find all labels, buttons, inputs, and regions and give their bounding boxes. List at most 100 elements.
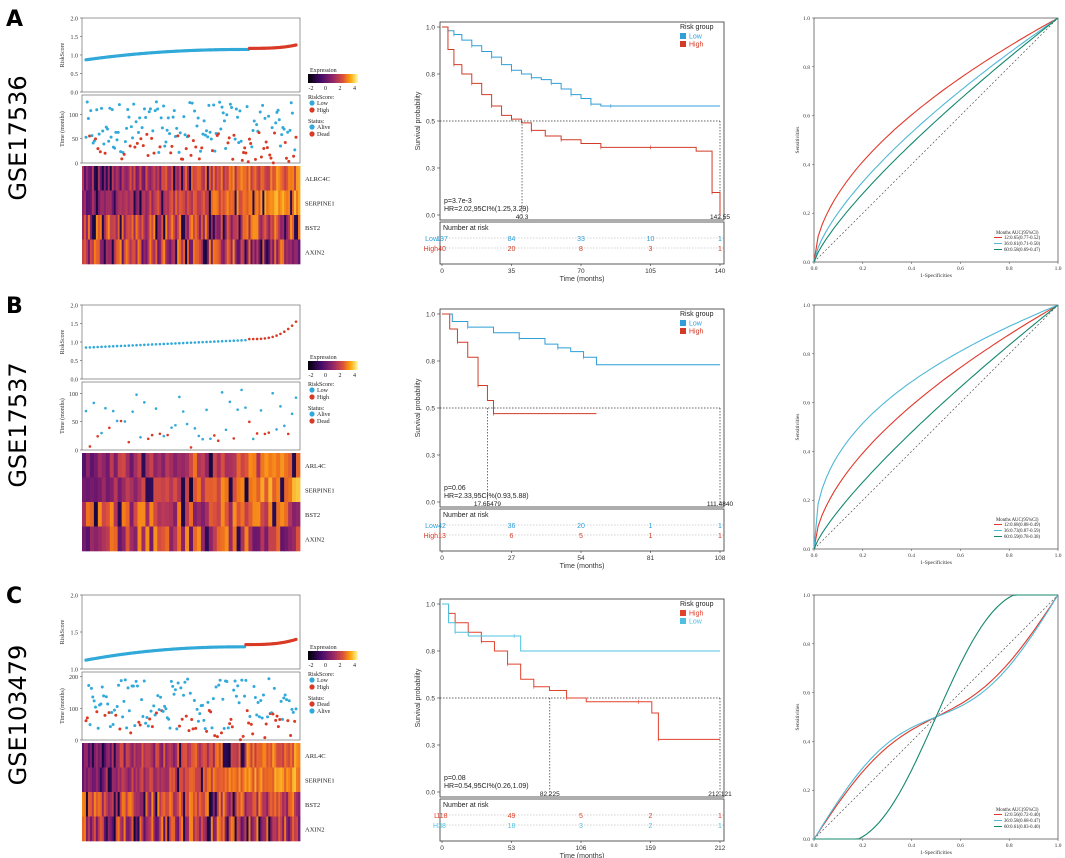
riskscore-point <box>92 345 96 349</box>
heatmap-cell <box>298 215 301 240</box>
heatmap-cell <box>165 767 168 793</box>
heatmap-cell <box>161 215 164 240</box>
riskscore-legend-dot <box>309 387 315 393</box>
heatmap-cell <box>214 816 218 842</box>
heatmap-cell <box>117 816 121 842</box>
time-point <box>258 110 262 114</box>
heatmap-cell <box>133 477 138 503</box>
time-point <box>166 116 170 120</box>
heatmap-cell <box>274 816 277 842</box>
heatmap-cell <box>107 767 111 793</box>
heatmap-cell <box>294 239 297 265</box>
time-point <box>112 708 116 712</box>
heatmap-cell <box>268 816 271 842</box>
riskscore-point <box>135 343 138 347</box>
roc-ytick-label: 0.2 <box>803 211 810 217</box>
roc-curve <box>813 304 1059 550</box>
time-point <box>264 140 268 144</box>
time-point <box>240 678 244 682</box>
heatmap-cell <box>196 477 202 503</box>
heatmap-cell <box>280 190 283 216</box>
heatmap-cell <box>218 816 222 842</box>
riskscore-point <box>248 337 251 341</box>
heatmap-cell <box>280 792 283 817</box>
heatmap-cell <box>284 239 287 265</box>
time-point <box>209 137 213 141</box>
riskscore-frame <box>81 594 301 670</box>
heatmap-cell <box>141 526 146 552</box>
heatmap-cell <box>153 190 156 216</box>
time-tick-label: 200 <box>69 675 78 681</box>
roc-xtick-label: 1.0 <box>1055 266 1062 272</box>
time-point <box>259 409 263 412</box>
heatmap-cell <box>149 215 152 240</box>
riskscore-point <box>251 337 255 341</box>
heatmap-cell <box>83 767 87 793</box>
heatmap-cell <box>260 792 263 817</box>
heatmap-cell <box>93 453 99 478</box>
riskscore-legend-dot <box>309 684 315 690</box>
heatmap-cell <box>214 190 218 216</box>
time-point <box>206 700 210 704</box>
heatmap-cell <box>196 792 200 817</box>
heatmap-cell <box>141 190 144 216</box>
heatmap-cell <box>177 792 180 817</box>
heatmap-cell <box>264 239 267 265</box>
heatmap-cell <box>117 453 123 478</box>
km-ylabel: Survival probability <box>415 668 422 727</box>
time-point <box>263 736 267 740</box>
heatmap-cell <box>129 215 132 240</box>
riskscore-legend-label: Low <box>317 388 329 394</box>
riskscore-point <box>244 338 247 342</box>
heatmap-cell <box>165 743 168 768</box>
heatmap-cell <box>153 166 156 191</box>
heatmap-cell <box>258 743 261 768</box>
heatmap-cell <box>181 477 186 503</box>
expression-tick-label: 0 <box>324 663 327 669</box>
heatmap-cell <box>97 792 101 817</box>
heatmap-cell <box>169 502 174 527</box>
riskscore-legend-label: High <box>317 395 329 401</box>
expression-tick-label: -2 <box>309 663 314 669</box>
time-point <box>191 727 195 731</box>
heatmap-cell <box>189 816 192 842</box>
time-point <box>159 695 163 699</box>
heatmap-cell <box>139 239 142 265</box>
time-point <box>283 140 287 144</box>
heatmap-cell <box>109 526 115 552</box>
time-point <box>144 721 148 725</box>
heatmap-cell <box>93 743 97 768</box>
heatmap-cell <box>177 215 180 240</box>
risk-table-count: 33 <box>577 236 585 243</box>
heatmap-cell <box>232 239 235 265</box>
time-point <box>279 405 282 408</box>
heatmap-gene-label: AXIN2 <box>305 249 325 256</box>
heatmap-cell <box>151 767 154 793</box>
heatmap-cell <box>292 743 295 768</box>
km-xtick-label: 105 <box>645 268 656 275</box>
time-point <box>152 704 156 708</box>
time-point <box>257 131 261 135</box>
km-ytick-label: 0.3 <box>426 166 435 173</box>
time-point <box>244 151 248 155</box>
heatmap-cell <box>242 239 245 265</box>
heatmap-cell <box>208 190 212 216</box>
heatmap-cell <box>248 743 251 768</box>
heatmap-cell <box>139 816 142 842</box>
heatmap-cell <box>149 190 152 216</box>
heatmap-cell <box>183 215 186 240</box>
heatmap-cell <box>101 239 105 265</box>
expression-tick-label: 2 <box>339 86 342 92</box>
heatmap-cell <box>198 816 202 842</box>
status-legend-label: Dead <box>317 132 330 138</box>
heatmap-cell <box>147 190 150 216</box>
riskscore-point <box>174 342 177 345</box>
heatmap-cell <box>220 792 224 817</box>
time-point <box>248 714 252 718</box>
heatmap-cell <box>198 190 202 216</box>
heatmap-cell <box>141 239 144 265</box>
time-point <box>270 126 274 130</box>
heatmap-cell <box>137 166 140 191</box>
heatmap-cell <box>141 816 144 842</box>
heatmap-cell <box>256 816 259 842</box>
